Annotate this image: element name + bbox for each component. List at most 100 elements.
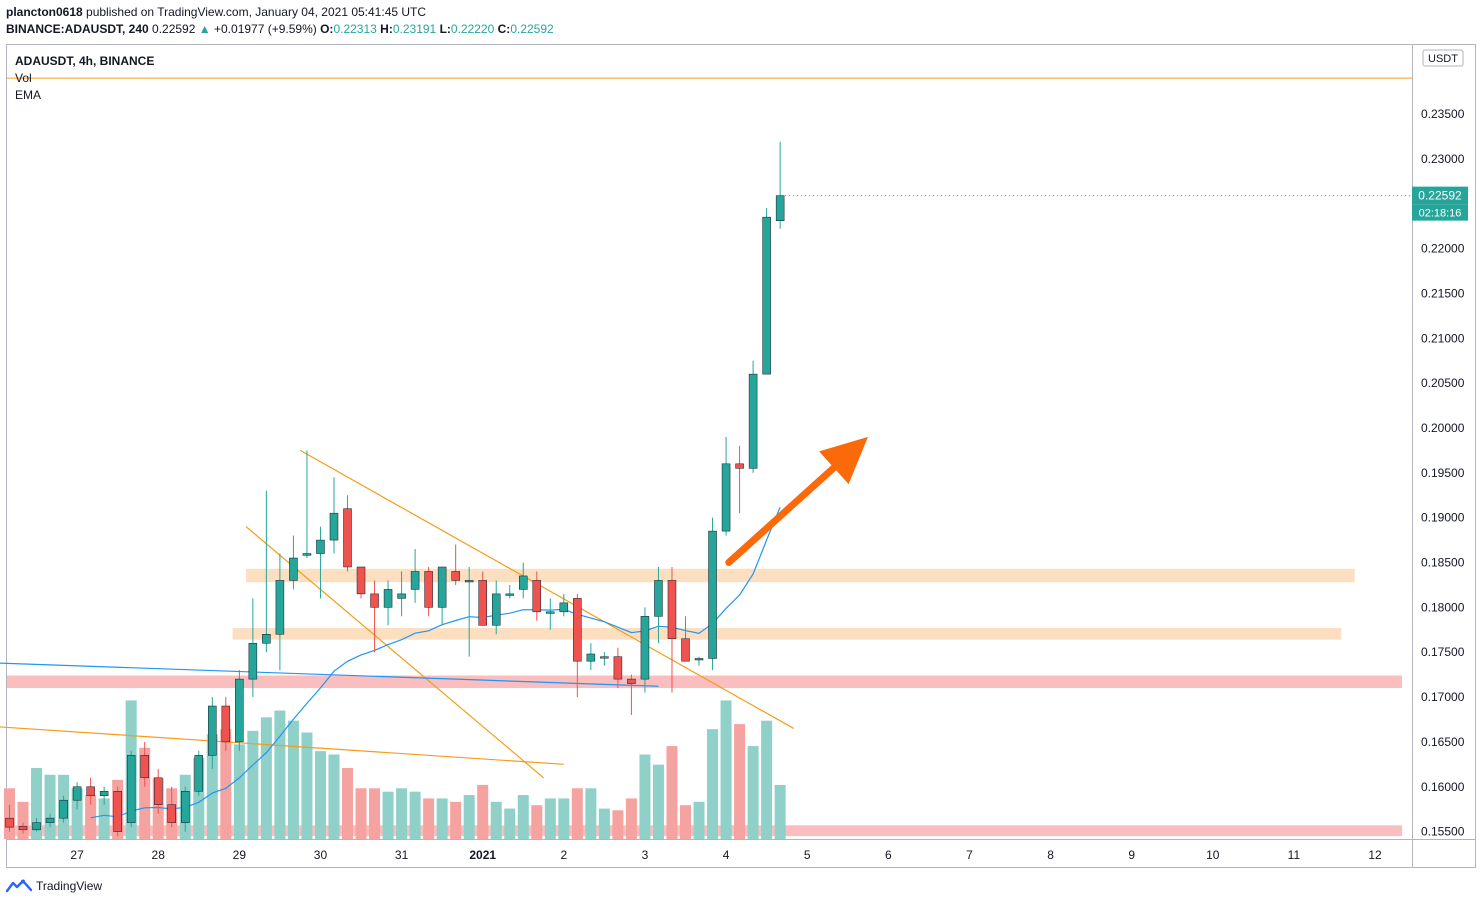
tradingview-logo-icon [6,879,32,893]
candle-body [32,822,41,831]
candle-body [86,786,95,796]
volume-bar [504,808,516,839]
chart-frame [6,44,1476,868]
candle-body [410,571,420,590]
price-tick-label: 0.20000 [1421,421,1465,435]
candle-body [748,373,758,469]
footer-brand[interactable]: TradingView [6,879,102,893]
candle-body [181,790,190,823]
time-tick-label: 29 [233,848,247,862]
candle-body [559,602,569,613]
volume-bar [517,795,529,839]
close-label: C: [497,22,511,36]
countdown-label: 02:18:16 [1419,208,1462,220]
orange-zone [232,627,1342,640]
volume-bar [585,788,597,839]
candle-body [221,705,231,743]
volume-bar [544,798,556,839]
volume-bar [450,801,462,839]
triangle-up-icon: ▲ [198,22,211,36]
volume-bar [31,768,43,839]
volume-bar [301,732,313,839]
price-tick-label: 0.16500 [1421,735,1465,749]
publisher-text: published on TradingView.com, January 04… [82,5,427,19]
candle-body [397,593,406,599]
legend-title[interactable]: ADAUSDT, 4h, BINANCE [15,54,155,68]
arrow-head [819,436,869,485]
candle-body [99,790,109,796]
price-tick-label: 0.19500 [1421,466,1465,480]
price-tick-label: 0.22000 [1421,242,1465,256]
symbol-name: BINANCE:ADAUSDT, 240 [6,22,149,36]
volume-bar [761,720,773,839]
volume-bar [206,734,218,839]
candle-body [735,463,744,469]
volume-bar [85,795,97,839]
time-tick-label: 27 [70,848,84,862]
time-tick-label: 7 [966,848,973,862]
candle-body [289,557,298,581]
volume-bar [612,810,624,839]
candle-body [546,611,555,614]
time-axis[interactable]: 27 28 29 30 31 2021 2 3 4 5 6 7 8 9 10 11 12 [70,848,1382,862]
volume-bar [193,757,205,839]
time-tick-label: 9 [1128,848,1135,862]
volume-bar [734,724,746,839]
price-axis[interactable]: 0.23500 0.23000 0.22000 0.21500 0.21000 0.205… [1421,49,1465,839]
candle-body [464,580,474,583]
candle-body [370,593,379,608]
price-tick-label: 0.18000 [1421,600,1465,614]
candle-body [248,642,258,680]
volume-bar [98,798,110,839]
candle-body [316,539,325,554]
currency-badge [1422,49,1464,67]
time-tick-label: 10 [1206,848,1220,862]
last-price-label: 0.22592 [1418,189,1462,203]
price-tick-label: 0.23000 [1421,152,1465,166]
candle-body [18,825,28,831]
time-tick-label: 12 [1368,848,1382,862]
time-tick-label: 5 [804,848,811,862]
legend-vol[interactable]: Vol [15,71,32,85]
volume-bar [531,805,543,839]
candle-body [708,530,717,659]
volume-bar [220,729,232,839]
candle-body [5,817,14,828]
price-tick-label: 0.19000 [1421,511,1465,525]
time-tick-label: 4 [723,848,730,862]
volume-bar [355,788,367,839]
footer-brand-label: TradingView [36,879,103,893]
volume-bar [382,791,394,839]
candle-body [721,463,731,532]
volume-bar [747,746,759,839]
volume-bar [423,798,435,839]
high-value: 0.23191 [392,22,437,36]
currency-badge-label: USDT [1428,53,1458,65]
publisher-user[interactable]: plancton0618 [6,5,83,19]
volume-bar [463,795,475,839]
candle-body [627,678,636,684]
volume-bar [652,764,664,839]
price-tick-label: 0.18500 [1421,556,1465,570]
volume-bar [409,791,421,839]
candle-body [208,705,217,756]
volume-bar [139,747,151,839]
candle-body [573,598,582,662]
legend-ema[interactable]: EMA [15,88,42,102]
candle-body [437,566,447,608]
candle-body [491,593,501,626]
candle-body [505,593,514,596]
candle-body [640,616,650,680]
trend-line [0,726,564,765]
candle-body [126,755,136,823]
candle-body [532,580,542,613]
volume-bar [71,788,83,839]
time-tick-label: 8 [1047,848,1054,862]
candle-body [262,634,271,644]
symbol-line: BINANCE:ADAUSDT, 240 0.22592 ▲ +0.01977 … [6,22,554,36]
arrow-annotation [725,436,869,566]
volume-bar [233,744,245,839]
time-tick-label: 2 [560,848,567,862]
volume-bar [274,710,286,839]
